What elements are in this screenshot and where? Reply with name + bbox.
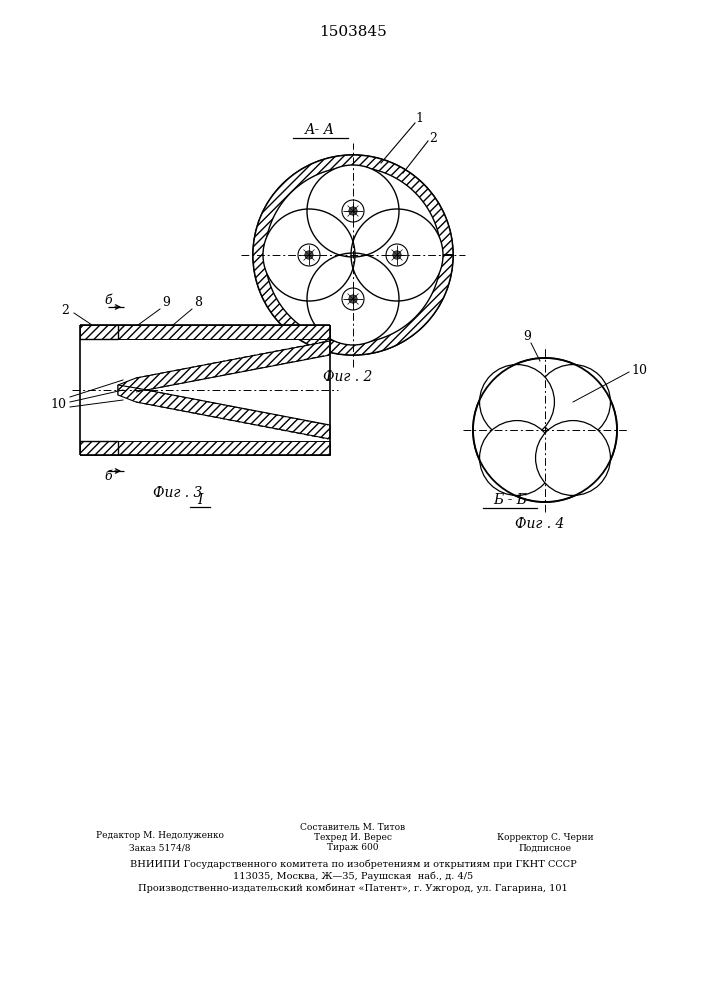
- Text: 9: 9: [523, 330, 531, 342]
- Text: Фиг . 3: Фиг . 3: [153, 486, 203, 500]
- Text: 2: 2: [61, 304, 69, 316]
- Circle shape: [351, 209, 443, 301]
- Circle shape: [479, 421, 554, 495]
- Text: 1: 1: [415, 112, 423, 125]
- Text: Заказ 5174/8: Заказ 5174/8: [129, 844, 191, 852]
- Text: Составитель М. Титов: Составитель М. Титов: [300, 824, 406, 832]
- Text: 10: 10: [631, 363, 647, 376]
- Polygon shape: [118, 341, 330, 395]
- Text: 10: 10: [50, 398, 66, 412]
- Text: б: б: [104, 471, 112, 484]
- Text: Подписное: Подписное: [518, 844, 571, 852]
- Text: 8: 8: [194, 296, 202, 310]
- Circle shape: [349, 295, 357, 303]
- Text: Техред И. Верес: Техред И. Верес: [314, 834, 392, 842]
- Text: Тираж 600: Тираж 600: [327, 844, 379, 852]
- Circle shape: [536, 365, 610, 439]
- Text: 9: 9: [162, 296, 170, 310]
- Circle shape: [307, 165, 399, 257]
- Circle shape: [342, 200, 364, 222]
- Circle shape: [536, 421, 610, 495]
- Circle shape: [474, 359, 616, 501]
- Polygon shape: [253, 155, 453, 355]
- Circle shape: [386, 244, 408, 266]
- Circle shape: [393, 251, 401, 259]
- Polygon shape: [118, 385, 330, 439]
- Circle shape: [474, 359, 616, 501]
- Circle shape: [349, 207, 357, 215]
- Text: Корректор С. Черни: Корректор С. Черни: [497, 834, 593, 842]
- Text: 1503845: 1503845: [319, 25, 387, 39]
- Polygon shape: [118, 441, 330, 455]
- Text: I: I: [197, 493, 203, 507]
- Circle shape: [298, 244, 320, 266]
- Circle shape: [342, 288, 364, 310]
- Text: А- А: А- А: [305, 123, 335, 137]
- Text: Фиг . 2: Фиг . 2: [323, 370, 373, 384]
- Text: ВНИИПИ Государственного комитета по изобретениям и открытиям при ГКНТ СССР: ВНИИПИ Государственного комитета по изоб…: [129, 859, 576, 869]
- Text: 2: 2: [429, 131, 437, 144]
- Text: Производственно-издательский комбинат «Патент», г. Ужгород, ул. Гагарина, 101: Производственно-издательский комбинат «П…: [138, 883, 568, 893]
- Polygon shape: [80, 441, 118, 455]
- Circle shape: [479, 365, 554, 439]
- Circle shape: [305, 251, 313, 259]
- Text: Фиг . 4: Фиг . 4: [515, 517, 565, 531]
- Circle shape: [307, 253, 399, 345]
- Text: б: б: [104, 294, 112, 308]
- Polygon shape: [80, 325, 118, 339]
- Circle shape: [473, 358, 617, 502]
- Text: Б - Б: Б - Б: [493, 493, 527, 507]
- Polygon shape: [118, 325, 330, 339]
- Circle shape: [263, 209, 355, 301]
- Text: 113035, Москва, Ж—35, Раушская  наб., д. 4/5: 113035, Москва, Ж—35, Раушская наб., д. …: [233, 871, 473, 881]
- Text: Редактор М. Недолуженко: Редактор М. Недолуженко: [96, 832, 224, 840]
